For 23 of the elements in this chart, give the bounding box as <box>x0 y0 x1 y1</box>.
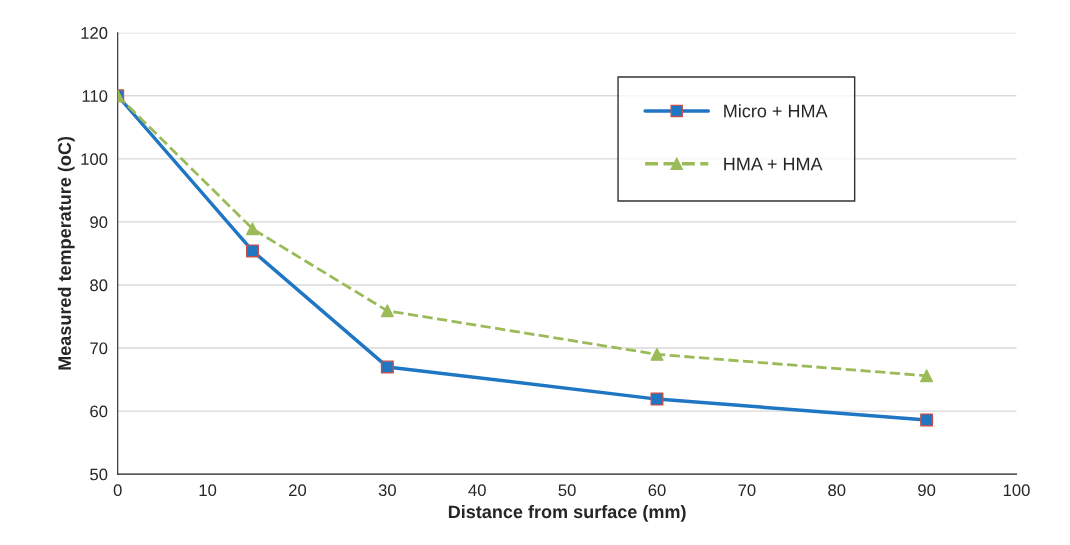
x-tick-label: 10 <box>199 484 217 497</box>
y-tick-label: 100 <box>81 153 108 166</box>
y-tick-label: 70 <box>90 342 108 355</box>
x-tick-label: 50 <box>558 484 576 497</box>
y-axis-title: Measured temperature (oC) <box>57 136 75 370</box>
x-tick-label: 70 <box>738 484 756 497</box>
x-tick-label: 40 <box>468 484 486 497</box>
y-tick-label: 120 <box>81 27 108 39</box>
y-tick-label: 60 <box>90 405 108 418</box>
y-tick-label: 50 <box>90 468 108 481</box>
x-tick-label: 80 <box>828 484 846 497</box>
y-tick-label: 80 <box>90 279 108 292</box>
y-tick-label: 110 <box>82 90 108 102</box>
y-tick-label: 90 <box>90 216 108 229</box>
x-tick-label: 30 <box>378 484 396 497</box>
x-tick-label: 20 <box>289 484 307 497</box>
x-tick-label: 100 <box>1003 484 1030 497</box>
x-tick-label: 90 <box>918 484 936 497</box>
legend-label: Micro + HMA <box>724 104 828 118</box>
x-axis-title: Distance from surface (mm) <box>448 504 686 522</box>
x-tick-label: 60 <box>648 484 666 497</box>
x-tick-label: 0 <box>113 484 122 497</box>
legend-label: HMA + HMA <box>724 157 823 171</box>
